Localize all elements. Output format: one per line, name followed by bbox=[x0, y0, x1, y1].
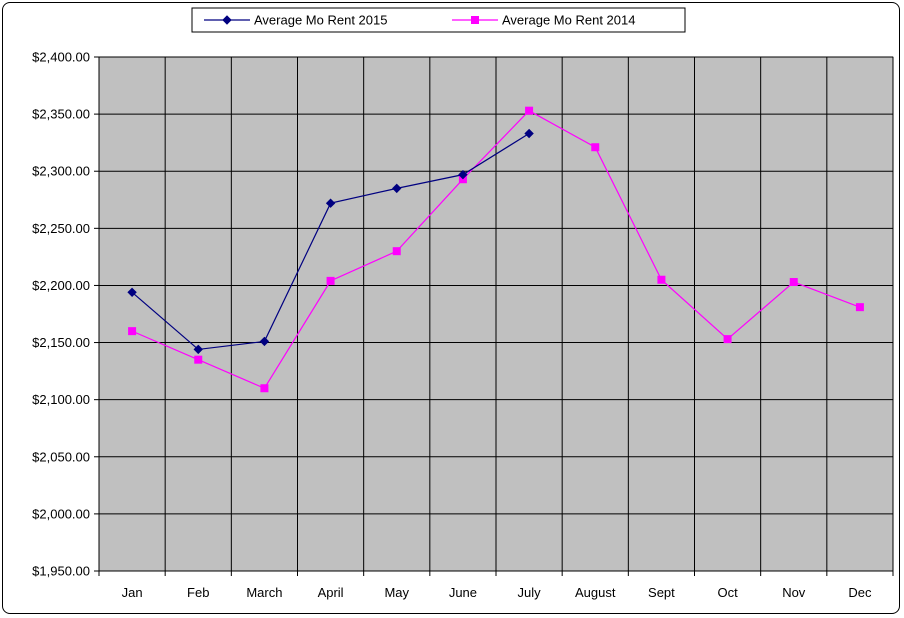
data-point bbox=[260, 384, 269, 393]
data-point bbox=[789, 278, 798, 287]
x-axis: Jan Feb March April May June July August Sept Oct… bbox=[98, 570, 894, 600]
legend: Average Mo Rent 2015 Average Mo Rent 2014 bbox=[191, 7, 686, 33]
y-tick-label: $2,050.00 bbox=[32, 449, 90, 464]
legend-label: Average Mo Rent 2014 bbox=[502, 13, 635, 28]
legend-marker bbox=[222, 15, 232, 25]
y-tick-label: $2,000.00 bbox=[32, 506, 90, 521]
x-tick-label: Oct bbox=[717, 585, 738, 600]
x-tick-label: July bbox=[518, 585, 542, 600]
data-point bbox=[128, 327, 137, 336]
x-tick-label: March bbox=[246, 585, 282, 600]
x-tick-label: April bbox=[318, 585, 344, 600]
data-point bbox=[326, 276, 335, 285]
y-tick-label: $2,200.00 bbox=[32, 278, 90, 293]
data-point bbox=[392, 183, 402, 194]
legend-box bbox=[191, 7, 686, 33]
x-tick-label: Jan bbox=[122, 585, 143, 600]
y-tick-label: $2,300.00 bbox=[32, 164, 90, 179]
x-tick-label: Nov bbox=[782, 585, 806, 600]
data-point bbox=[259, 336, 270, 347]
x-tick-label: May bbox=[384, 585, 409, 600]
data-point bbox=[127, 287, 137, 298]
data-point bbox=[525, 106, 534, 115]
gridlines bbox=[98, 56, 894, 572]
series-2015 bbox=[127, 128, 534, 355]
data-point bbox=[657, 275, 666, 284]
data-point bbox=[193, 344, 203, 355]
legend-label: Average Mo Rent 2015 bbox=[254, 13, 387, 28]
data-point bbox=[458, 169, 468, 180]
data-point bbox=[325, 198, 336, 208]
x-tick-label: Sept bbox=[648, 585, 675, 600]
y-axis: $1,950.00 $2,000.00 $2,050.00 $2,100.00 $2,1… bbox=[32, 50, 100, 579]
x-tick-label: Feb bbox=[187, 585, 209, 600]
x-tick-label: June bbox=[449, 585, 477, 600]
data-point bbox=[392, 247, 401, 256]
legend-marker bbox=[471, 16, 479, 24]
y-tick-label: $2,100.00 bbox=[32, 392, 90, 407]
data-point bbox=[723, 335, 732, 344]
series-line bbox=[131, 109, 861, 390]
x-tick-label: Dec bbox=[848, 585, 872, 600]
data-point bbox=[524, 128, 534, 139]
series-layer bbox=[127, 106, 864, 393]
y-tick-label: $2,350.00 bbox=[32, 107, 90, 122]
y-tick-label: $2,150.00 bbox=[32, 335, 90, 350]
y-tick-label: $1,950.00 bbox=[32, 564, 90, 579]
data-point bbox=[855, 303, 864, 312]
y-tick-label: $2,250.00 bbox=[32, 221, 90, 236]
data-point bbox=[591, 143, 600, 152]
data-point bbox=[194, 355, 203, 364]
x-tick-label: August bbox=[575, 585, 616, 600]
y-tick-label: $2,400.00 bbox=[32, 50, 90, 65]
